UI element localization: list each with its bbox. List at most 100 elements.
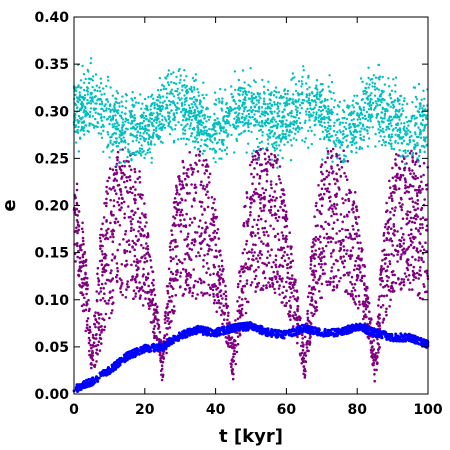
cyan-point [398,137,402,140]
purple-point [319,259,323,263]
cyan-point [218,148,221,151]
purple-point [288,314,291,317]
purple-point [332,280,335,284]
purple-point [185,237,188,241]
cyan-point [130,97,133,100]
purple-point [214,208,217,212]
purple-point [179,210,183,214]
cyan-point [356,112,359,116]
purple-point [120,177,123,180]
cyan-point [214,103,217,106]
purple-point [300,351,304,355]
purple-point [173,224,177,228]
purple-point [267,244,270,247]
purple-point [201,239,205,243]
purple-point [125,283,129,286]
purple-point [132,297,135,301]
purple-point [123,248,126,252]
purple-point [352,210,355,214]
cyan-point [405,116,408,119]
cyan-point [273,110,276,113]
cyan-point [237,125,240,128]
cyan-point [327,85,330,88]
purple-point [105,204,108,208]
purple-point [417,259,420,262]
cyan-point [313,119,316,123]
purple-point [148,307,151,311]
purple-point [143,260,146,264]
cyan-point [257,123,260,126]
cyan-point [136,126,139,129]
purple-point [134,188,137,191]
cyan-point [84,110,88,113]
purple-point [314,309,317,313]
purple-point [101,274,104,277]
cyan-point [219,129,223,132]
purple-point [254,187,257,191]
purple-point [92,341,96,345]
purple-point [283,216,287,219]
purple-point [410,197,414,200]
purple-point [200,291,203,294]
purple-point [281,234,285,237]
cyan-point [234,102,238,106]
cyan-point [161,84,164,87]
purple-point [95,290,98,293]
purple-point [173,197,177,200]
purple-point [421,223,424,226]
cyan-point [385,125,388,128]
purple-point [368,310,371,314]
cyan-point [154,116,157,119]
cyan-point [359,112,362,115]
cyan-point [359,133,362,137]
cyan-point [284,92,287,96]
cyan-point [137,101,140,105]
purple-point [364,289,368,292]
purple-point [414,217,418,221]
cyan-point [146,141,150,144]
purple-point [171,223,175,227]
cyan-point [336,130,339,134]
purple-point [233,352,237,356]
purple-point [151,270,154,273]
purple-point [188,224,192,227]
purple-point [262,209,266,212]
cyan-point [185,75,188,78]
purple-point [167,311,170,315]
cyan-point [74,103,78,107]
purple-point [257,265,260,269]
cyan-point [314,123,317,126]
purple-point [104,233,107,237]
purple-point [79,266,83,269]
cyan-point [217,120,220,124]
purple-point [412,246,415,250]
purple-point [421,226,424,230]
purple-point [364,307,368,311]
purple-point [205,291,209,295]
cyan-point [203,139,206,142]
purple-point [386,231,390,234]
purple-point [257,281,261,285]
purple-point [201,213,204,216]
purple-point [300,362,304,365]
cyan-point [213,138,216,141]
purple-point [392,225,396,228]
purple-point [93,315,96,318]
purple-point [394,158,397,161]
purple-point [205,165,209,168]
cyan-point [369,100,372,103]
cyan-point [193,103,196,106]
cyan-point [315,97,319,100]
cyan-point [124,106,128,110]
purple-point [306,312,309,316]
cyan-point [394,76,398,79]
purple-point [214,243,218,247]
purple-point [198,200,202,204]
purple-point [112,229,116,233]
cyan-point [206,115,209,119]
purple-point [131,217,134,221]
purple-point [202,265,205,268]
purple-point [181,261,184,265]
purple-point [199,242,202,246]
purple-point [99,290,103,293]
